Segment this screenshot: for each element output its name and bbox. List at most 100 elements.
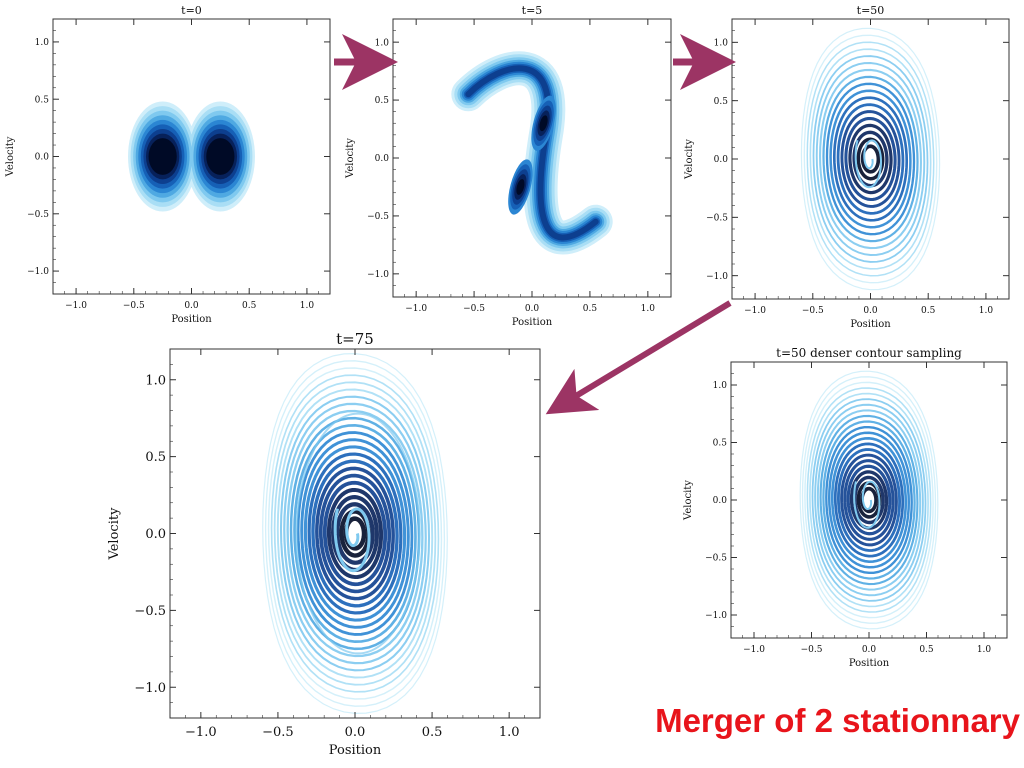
y-tick-label: −0.5: [134, 604, 166, 619]
y-tick-label: −1.0: [705, 611, 727, 621]
y-tick-label: −1.0: [27, 267, 49, 277]
y-tick-label: 0.5: [714, 97, 729, 107]
contour-line: [819, 68, 922, 250]
y-axis-label: Velocity: [5, 136, 16, 177]
y-tick-label: 1.0: [145, 373, 166, 388]
x-tick-label: −0.5: [802, 306, 824, 316]
core-level: [516, 179, 525, 195]
x-axis-label: Position: [512, 317, 553, 328]
x-tick-label: −1.0: [743, 645, 765, 655]
density-level: [206, 138, 235, 175]
contour-line: [799, 370, 939, 630]
x-tick-label: 0.0: [345, 725, 366, 740]
contour-line: [844, 116, 897, 202]
y-tick-label: 1.0: [714, 38, 729, 48]
y-axis-label: Velocity: [345, 138, 356, 179]
contour-line: [315, 466, 395, 601]
x-tick-label: −1.0: [405, 304, 427, 314]
spiral-core: [853, 480, 881, 529]
contour-line: [848, 123, 893, 195]
contour-line: [811, 398, 927, 602]
contour-line: [806, 41, 935, 277]
contour-line: [809, 392, 929, 608]
y-axis-label: Velocity: [684, 139, 695, 180]
contour-line: [273, 381, 437, 686]
contour-line: [827, 431, 911, 569]
density-level: [148, 138, 177, 175]
contour-line: [270, 374, 440, 693]
contour-line: [264, 360, 446, 707]
x-tick-label: 0.0: [525, 304, 540, 314]
contour-line: [804, 381, 934, 619]
y-tick-label: 0.0: [35, 153, 50, 163]
contour-line: [322, 480, 388, 587]
contour-line: [803, 34, 938, 284]
y-tick-label: 0.0: [713, 496, 728, 506]
y-tick-label: −0.5: [367, 212, 389, 222]
y-tick-label: 0.5: [145, 450, 166, 465]
contour-line: [293, 424, 417, 643]
chart-title: t=5: [522, 4, 543, 17]
contour-line: [814, 403, 924, 597]
plot-area: [262, 353, 448, 714]
flow-arrows: [334, 34, 736, 415]
y-tick-label: 0.5: [35, 95, 50, 105]
x-tick-label: 0.0: [184, 301, 199, 311]
contour-line: [822, 420, 916, 580]
x-tick-label: −1.0: [744, 306, 766, 316]
y-tick-label: 1.0: [35, 38, 50, 48]
x-tick-label: 1.0: [499, 725, 520, 740]
contour-line: [801, 376, 937, 624]
contour-line: [840, 453, 898, 547]
contour-line: [836, 448, 902, 552]
x-axis-label: Position: [849, 658, 890, 669]
figure-caption: Merger of 2 stationnary: [655, 702, 1020, 739]
chart-panel: −1.0 −0.5 0.0 0.5 1.0 1.0 0.5 0.0 −0.5 −1.0 t=0 Pos…: [5, 4, 331, 325]
chart-panel: −1.0 −0.5 0.0 0.5 1.0 1.0 0.5 0.0 −0.5 −1.0 t=50 d…: [683, 346, 1008, 669]
x-tick-label: −0.5: [463, 304, 485, 314]
contour-line: [286, 409, 424, 658]
x-tick-label: 1.0: [641, 304, 656, 314]
chart-title: t=75: [336, 330, 374, 348]
y-tick-label: −0.5: [706, 213, 728, 223]
contour-line: [806, 387, 932, 613]
contour-line: [276, 388, 434, 679]
y-tick-label: −1.0: [134, 681, 166, 696]
contour-line: [825, 82, 916, 236]
chart-title: t=50: [857, 4, 885, 17]
contour-line: [326, 487, 384, 580]
chart-panel: −1.0 −0.5 0.0 0.5 1.0 1.0 0.5 0.0 −0.5 −1.0 t=75 Po…: [107, 330, 541, 758]
contour-line: [318, 473, 392, 594]
contour-line: [331, 495, 379, 572]
core-level: [539, 115, 548, 132]
contour-line: [262, 353, 448, 714]
contour-line: [825, 425, 913, 575]
y-tick-label: 0.5: [375, 96, 390, 106]
y-tick-label: 1.0: [375, 38, 390, 48]
contour-line: [856, 481, 882, 519]
contour-line: [295, 412, 421, 655]
y-tick-label: 0.5: [713, 439, 728, 449]
y-tick-label: 0.0: [375, 154, 390, 164]
contour-line: [815, 62, 926, 256]
x-tick-label: 0.5: [921, 306, 936, 316]
y-tick-label: −1.0: [706, 272, 728, 282]
contour-line: [836, 103, 905, 215]
chart-panel: −1.0 −0.5 0.0 0.5 1.0 1.0 0.5 0.0 −0.5 −1.0 t=5 Pos…: [345, 4, 672, 328]
x-tick-label: 1.0: [977, 645, 992, 655]
arrow-t50-to-t75: [545, 300, 732, 415]
sheared-filament: [451, 51, 613, 255]
plot-area: [451, 51, 613, 255]
y-tick-label: 0.0: [714, 155, 729, 165]
x-tick-label: −1.0: [185, 725, 217, 740]
plot-frame: [730, 361, 1008, 639]
contour-line: [267, 367, 443, 700]
plot-area: [799, 370, 939, 630]
contour-line: [339, 509, 371, 558]
contour-line: [840, 110, 901, 208]
contour-line: [860, 144, 881, 174]
x-tick-label: 0.0: [862, 645, 877, 655]
chart-title: t=0: [181, 4, 202, 17]
contour-line: [283, 402, 427, 665]
